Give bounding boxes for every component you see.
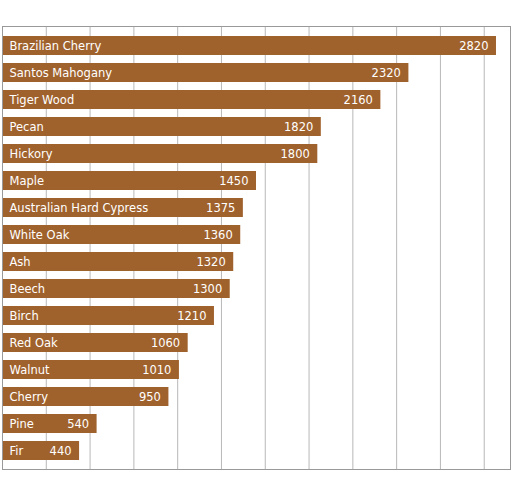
svg-text:540: 540 <box>67 417 89 431</box>
svg-text:Birch: Birch <box>10 309 39 323</box>
svg-text:2320: 2320 <box>372 66 401 80</box>
svg-text:White Oak: White Oak <box>10 228 70 242</box>
svg-text:2820: 2820 <box>459 39 488 53</box>
svg-text:Ash: Ash <box>10 255 31 269</box>
svg-text:1800: 1800 <box>281 147 310 161</box>
svg-text:1300: 1300 <box>193 282 222 296</box>
svg-text:1375: 1375 <box>206 201 235 215</box>
svg-text:Brazilian Cherry: Brazilian Cherry <box>10 39 102 53</box>
svg-text:Beech: Beech <box>10 282 46 296</box>
svg-text:Pecan: Pecan <box>10 120 44 134</box>
svg-text:Santos Mahogany: Santos Mahogany <box>10 66 113 80</box>
svg-text:950: 950 <box>139 390 161 404</box>
svg-text:Maple: Maple <box>10 174 45 188</box>
svg-text:Walnut: Walnut <box>10 363 50 377</box>
svg-text:Hickory: Hickory <box>10 147 53 161</box>
svg-text:1210: 1210 <box>177 309 206 323</box>
svg-text:Australian Hard Cypress: Australian Hard Cypress <box>10 201 149 215</box>
svg-text:1010: 1010 <box>142 363 171 377</box>
svg-text:1820: 1820 <box>284 120 313 134</box>
svg-text:Red Oak: Red Oak <box>10 336 59 350</box>
svg-text:Cherry: Cherry <box>10 390 49 404</box>
svg-text:1450: 1450 <box>219 174 248 188</box>
svg-text:Pine: Pine <box>10 417 34 431</box>
svg-text:1360: 1360 <box>203 228 232 242</box>
svg-text:Tiger Wood: Tiger Wood <box>9 93 75 107</box>
svg-text:Fir: Fir <box>10 444 24 458</box>
svg-text:1060: 1060 <box>151 336 180 350</box>
svg-text:2160: 2160 <box>344 93 373 107</box>
svg-text:1320: 1320 <box>196 255 225 269</box>
svg-text:440: 440 <box>50 444 72 458</box>
